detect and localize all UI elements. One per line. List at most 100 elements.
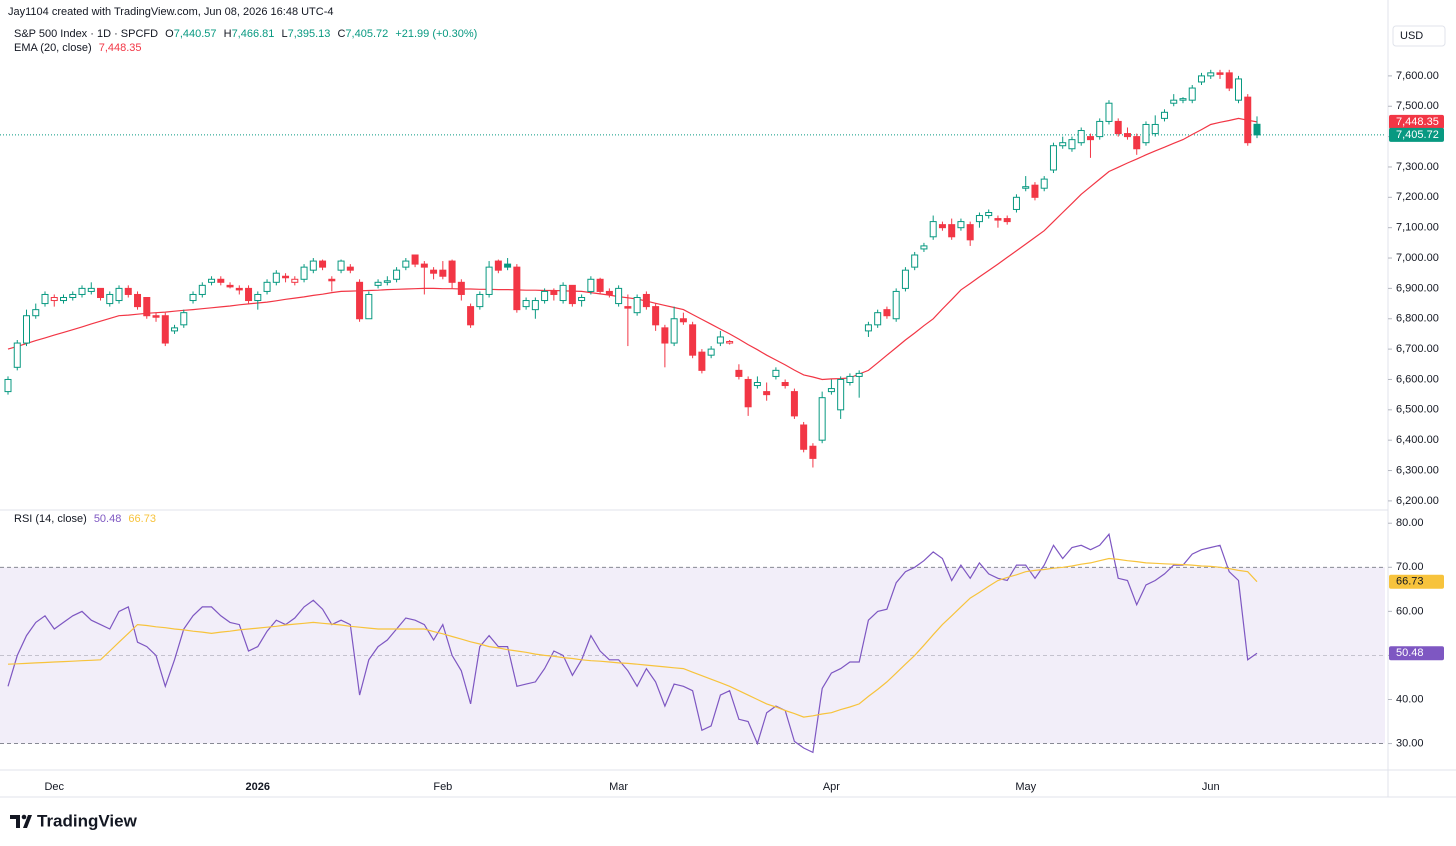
candle-body: [235, 287, 243, 291]
candle-body: [587, 278, 595, 292]
currency-box[interactable]: [1392, 25, 1446, 47]
candle-body: [1188, 87, 1196, 101]
rsi-ma-value: 66.73: [128, 513, 156, 525]
candle-body: [985, 212, 993, 217]
y-tick-label: 80.00: [1396, 517, 1424, 529]
candle-body: [291, 278, 299, 283]
brand-logo: [10, 814, 32, 828]
candle-body: [1012, 196, 1020, 210]
currency: USD: [1400, 30, 1423, 42]
candle-body: [1133, 136, 1141, 150]
candle-body: [504, 263, 512, 268]
candle-body: [531, 300, 539, 311]
h-value: 7,466.81: [231, 28, 275, 40]
candle-body: [800, 424, 808, 450]
price-tag-label: 50.48: [1396, 647, 1424, 659]
y-tick-label: 6,500.00: [1396, 404, 1439, 416]
candle-body: [522, 300, 530, 308]
candle-body: [541, 290, 549, 302]
y-tick-label: 6,800.00: [1396, 313, 1439, 325]
candle-body: [476, 293, 484, 308]
y-tick-label: 7,300.00: [1396, 161, 1439, 173]
candle-body: [402, 260, 410, 268]
candle-body: [13, 342, 21, 368]
candle-body: [189, 293, 197, 302]
candle-body: [1234, 78, 1242, 101]
y-tick-label: 70.00: [1396, 561, 1424, 573]
candle-body: [282, 275, 290, 279]
y-tick-label: 40.00: [1396, 693, 1424, 705]
candle-body: [874, 312, 882, 326]
candle-body: [827, 388, 835, 393]
candle-body: [411, 254, 419, 265]
candle-body: [1216, 72, 1224, 75]
candle-body: [226, 284, 234, 288]
candle-body: [1022, 186, 1030, 189]
y-tick-label: 6,700.00: [1396, 343, 1439, 355]
candle-body: [115, 287, 123, 302]
candle-body: [948, 224, 956, 238]
candle-body: [393, 269, 401, 280]
candle-body: [430, 269, 438, 274]
x-tick-label: May: [1015, 781, 1036, 793]
price-tag: [1389, 646, 1444, 661]
candle-body: [217, 278, 225, 283]
symbol: S&P 500 Index · 1D · SPCFD: [14, 28, 159, 40]
candle-body: [254, 293, 262, 302]
candle-body: [670, 318, 678, 344]
candle-body: [467, 306, 475, 326]
y-tick-label: 6,300.00: [1396, 464, 1439, 476]
candle-body: [374, 281, 382, 286]
candle-body: [1096, 120, 1104, 138]
candle-body: [60, 297, 68, 302]
x-tick-label: Mar: [609, 781, 628, 793]
candle-body: [439, 269, 447, 277]
y-tick-label: 6,900.00: [1396, 282, 1439, 294]
candle-body: [753, 382, 761, 387]
candle-body: [245, 287, 253, 302]
candle-body: [1003, 218, 1011, 223]
candle-body: [1123, 133, 1131, 138]
candle-body: [707, 348, 715, 356]
candle-body: [855, 372, 863, 377]
x-tick-label: Apr: [823, 781, 840, 793]
x-tick-label: Dec: [44, 781, 64, 793]
line: [7, 557, 1258, 718]
price-tag-label: 66.73: [1396, 576, 1424, 588]
candle-body: [911, 254, 919, 268]
rsi-value: 50.48: [93, 513, 122, 525]
candle-body: [994, 218, 1002, 221]
candle-body: [513, 266, 521, 311]
candle-body: [883, 309, 891, 317]
rsi-name: RSI (14, close): [14, 513, 87, 525]
candle-body: [763, 391, 771, 396]
candle-body: [920, 245, 928, 250]
candle-body: [1170, 99, 1178, 104]
y-tick-label: 60.00: [1396, 605, 1424, 617]
ema-value: 7,448.35: [98, 42, 142, 54]
candle-body: [485, 266, 493, 295]
candle-body: [1031, 184, 1039, 198]
candle-body: [1077, 130, 1085, 144]
candle-body: [50, 297, 58, 302]
price-tag: [1389, 127, 1444, 142]
c-value: 7,405.72: [345, 28, 389, 40]
candle-body: [837, 378, 845, 411]
candle-body: [605, 290, 613, 295]
candle-body: [309, 260, 317, 271]
candle-body: [1244, 96, 1252, 144]
candle-body: [356, 281, 364, 320]
l-value: 7,395.13: [287, 28, 331, 40]
candle-body: [1207, 72, 1215, 77]
candle-body: [152, 315, 160, 318]
candle-body: [300, 266, 308, 280]
candle-body: [689, 324, 697, 356]
candle-body: [106, 293, 114, 305]
candle-body: [32, 309, 40, 317]
candle-body: [4, 378, 12, 393]
candle-body: [97, 287, 105, 298]
candle-body: [1151, 123, 1159, 135]
candle-body: [1197, 75, 1205, 83]
o-value: 7,440.57: [173, 28, 217, 40]
